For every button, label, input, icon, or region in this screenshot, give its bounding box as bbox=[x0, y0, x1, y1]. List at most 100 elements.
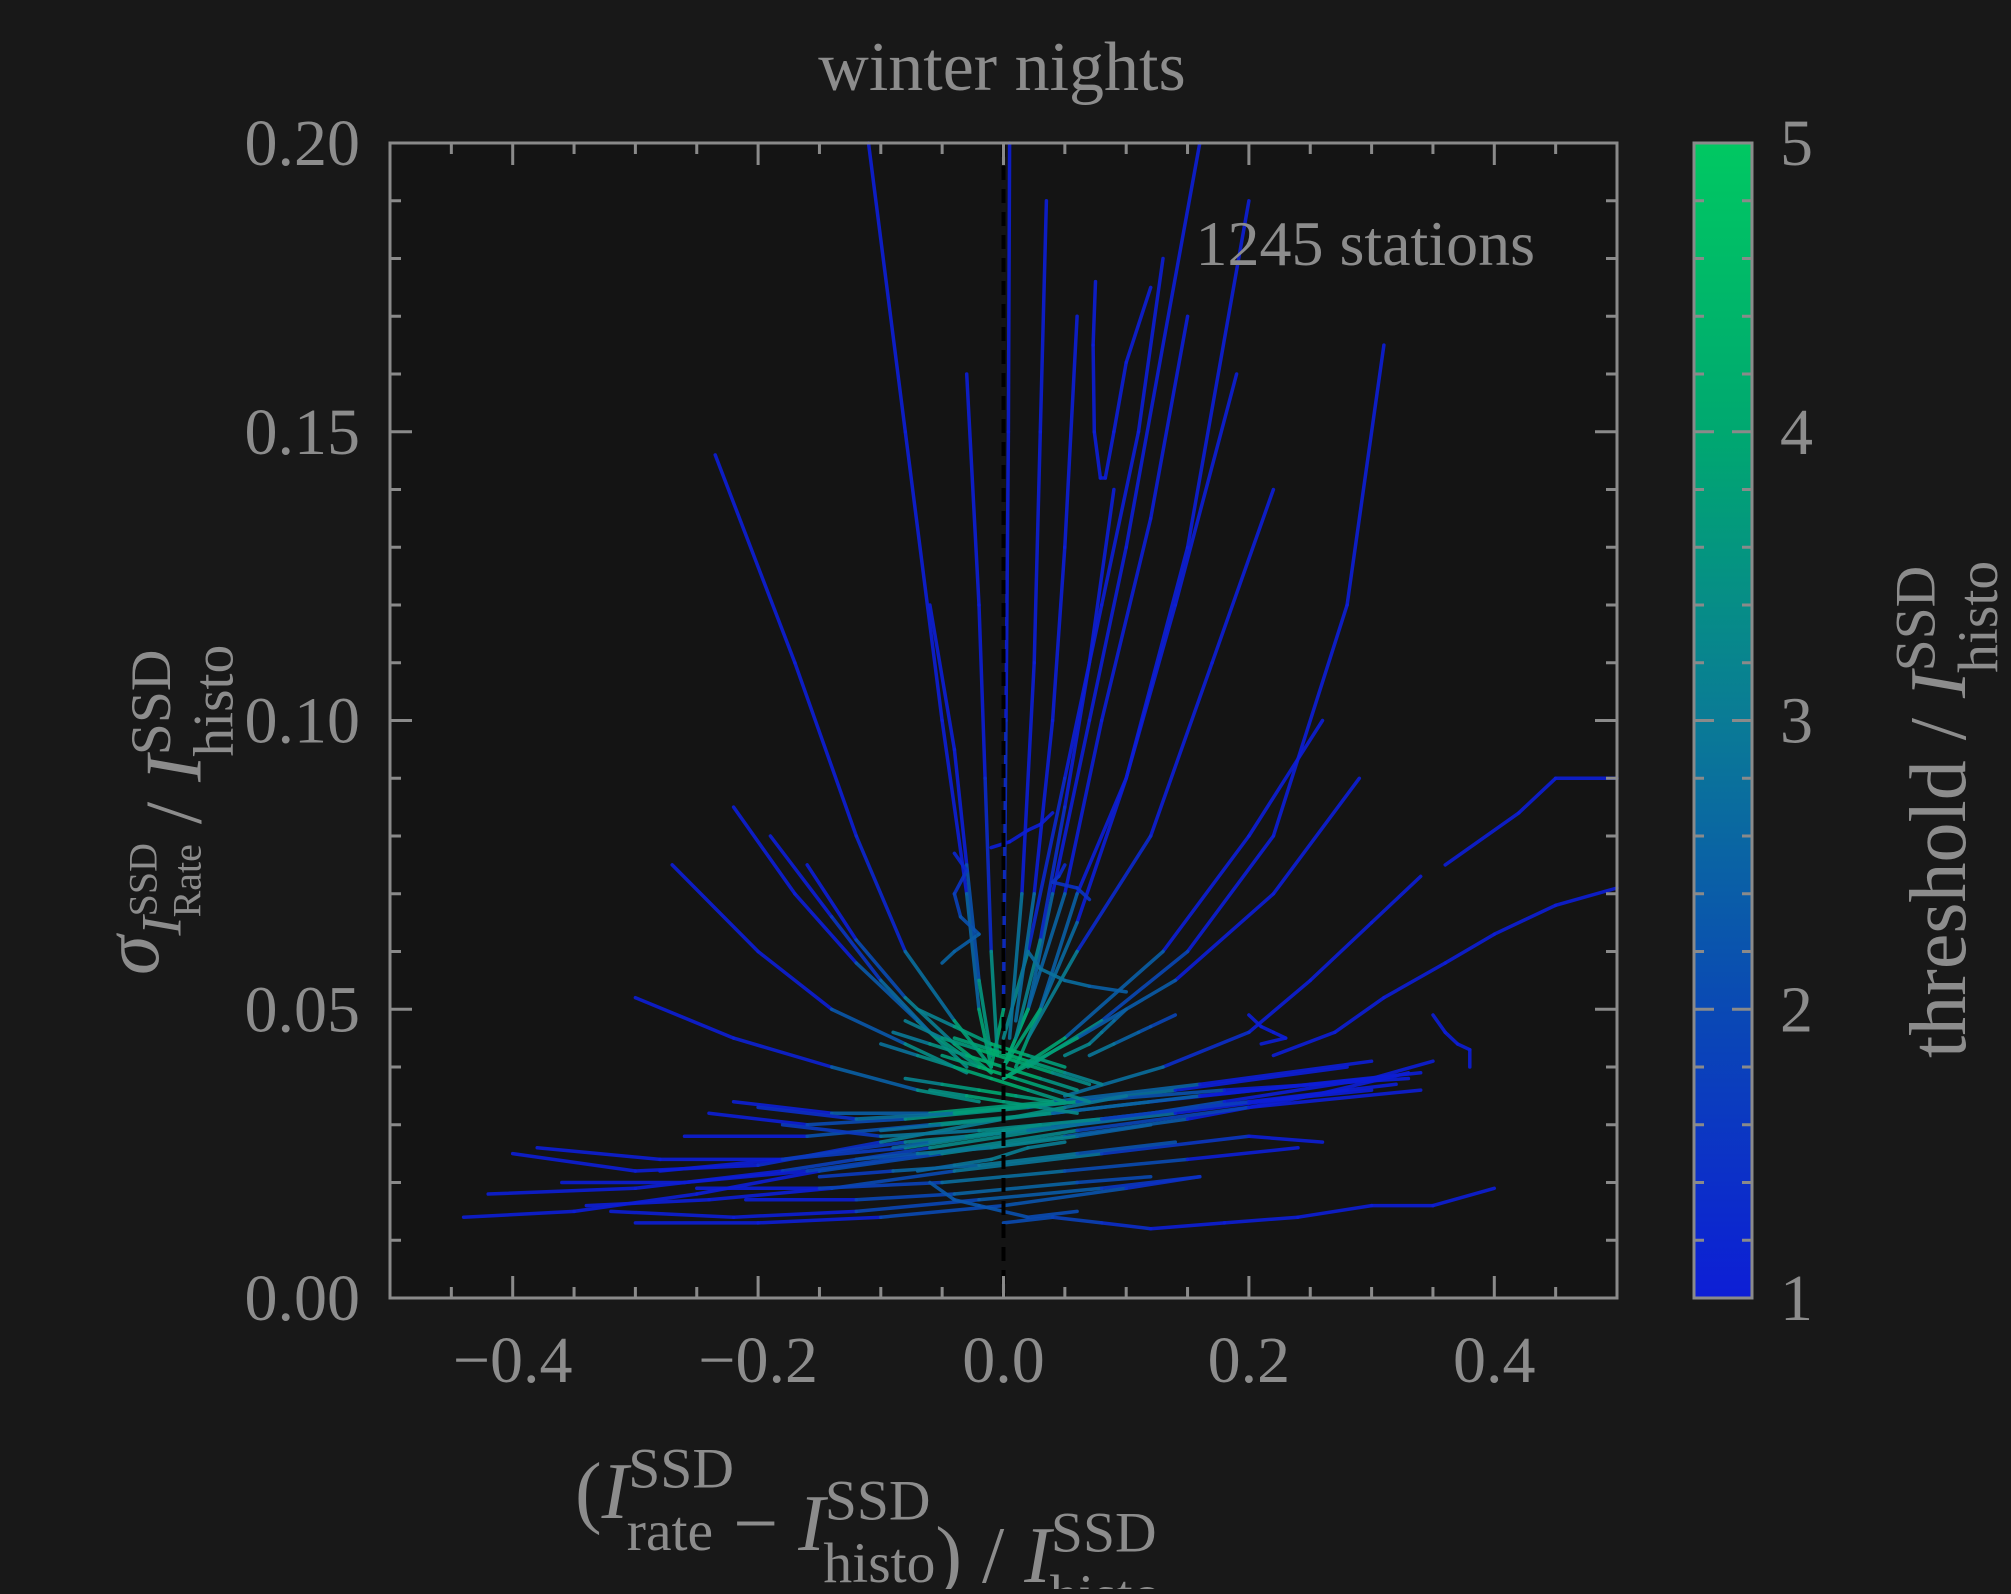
series-58-segment bbox=[1014, 1094, 1055, 1104]
series-36-segment bbox=[682, 1169, 809, 1185]
series-51-segment bbox=[1431, 1186, 1497, 1208]
series-18-segment bbox=[989, 949, 1000, 1058]
series-56-segment bbox=[915, 1007, 957, 1029]
series-55-segment bbox=[1014, 1059, 1055, 1075]
series-2-segment bbox=[1050, 718, 1092, 896]
x-tick-label: 0.0 bbox=[962, 1324, 1045, 1397]
series-30-segment bbox=[1333, 995, 1386, 1035]
series-30-segment bbox=[1382, 961, 1447, 1000]
series-47-segment bbox=[952, 1180, 1079, 1196]
series-58-segment bbox=[903, 1076, 944, 1087]
series-63-segment bbox=[1087, 1042, 1116, 1058]
colorbar-tick-label: 3 bbox=[1780, 685, 1813, 758]
series-54-segment bbox=[1038, 1076, 1079, 1092]
series-18-segment bbox=[977, 603, 987, 781]
series-54-segment bbox=[964, 1053, 1006, 1069]
stations-annotation: 1245 stations bbox=[1195, 208, 1535, 279]
series-49-segment bbox=[989, 1134, 1079, 1150]
y-tick-label: 0.10 bbox=[245, 685, 361, 758]
series-0-segment bbox=[964, 892, 981, 1012]
series-56-segment bbox=[1026, 1053, 1067, 1069]
series-61-segment bbox=[1026, 949, 1043, 971]
series-52-segment bbox=[1026, 1209, 1079, 1219]
series-0-segment bbox=[866, 141, 908, 434]
series-23-segment bbox=[1038, 811, 1055, 827]
series-60-segment bbox=[952, 1036, 993, 1052]
series-25-segment bbox=[958, 915, 981, 936]
series-29-segment bbox=[1517, 776, 1558, 815]
series-24-segment bbox=[1075, 886, 1092, 902]
series-5-segment bbox=[1148, 661, 1214, 838]
series-30-segment bbox=[1492, 903, 1558, 936]
series-8-segment bbox=[1136, 256, 1165, 434]
x-tick-label: 0.2 bbox=[1208, 1324, 1291, 1397]
series-62-segment bbox=[1063, 1042, 1092, 1058]
series-48-segment bbox=[977, 1151, 1079, 1167]
series-14-segment bbox=[670, 863, 760, 954]
series-18-segment bbox=[983, 776, 993, 954]
series-36-segment bbox=[1075, 1105, 1251, 1133]
series-13-segment bbox=[879, 978, 932, 1035]
series-61-segment bbox=[1038, 967, 1067, 983]
series-49-segment bbox=[854, 1151, 920, 1162]
series-65-segment bbox=[989, 1146, 1030, 1162]
y-tick-label: 0.15 bbox=[245, 396, 361, 469]
series-9-segment bbox=[1148, 314, 1190, 521]
series-45-segment bbox=[780, 1123, 883, 1139]
series-65-segment bbox=[1026, 1140, 1067, 1150]
series-31-segment bbox=[1161, 1030, 1251, 1069]
x-tick-label: −0.4 bbox=[453, 1324, 573, 1397]
series-37-segment bbox=[584, 1198, 711, 1208]
series-56-segment bbox=[989, 1042, 1030, 1058]
series-21-segment bbox=[1087, 487, 1116, 665]
series-41-segment bbox=[1050, 1094, 1202, 1115]
series-53-segment bbox=[879, 1042, 920, 1058]
series-57-segment bbox=[1038, 1105, 1079, 1115]
series-31-segment bbox=[1063, 1065, 1165, 1098]
series-15-segment bbox=[915, 1088, 981, 1104]
series-8-segment bbox=[1099, 430, 1141, 607]
series-22-segment bbox=[1124, 285, 1153, 365]
series-layer bbox=[461, 141, 1619, 1231]
series-22-segment bbox=[1091, 343, 1097, 434]
series-64-segment bbox=[891, 1140, 932, 1150]
series-11-segment bbox=[854, 834, 908, 954]
series-25-segment bbox=[952, 851, 969, 873]
series-36-segment bbox=[805, 1151, 932, 1173]
series-25-segment bbox=[952, 868, 969, 896]
series-57-segment bbox=[1001, 1099, 1043, 1110]
series-4-segment bbox=[1345, 343, 1386, 607]
series-65-segment bbox=[952, 1157, 993, 1167]
series-9-segment bbox=[1099, 516, 1153, 723]
colorbar-label: threshold / ISSDhisto bbox=[1885, 561, 2010, 1058]
colorbar: 1 2 3 4 5 bbox=[1692, 107, 1813, 1335]
series-25-segment bbox=[952, 932, 981, 954]
series-11-segment bbox=[713, 453, 797, 665]
series-52-segment bbox=[977, 1203, 1006, 1214]
series-40-segment bbox=[780, 1140, 908, 1162]
colorbar-tick-label: 5 bbox=[1780, 107, 1813, 180]
series-43-segment bbox=[1198, 1059, 1374, 1087]
series-45-segment bbox=[1247, 1082, 1398, 1104]
series-39-segment bbox=[1124, 1174, 1202, 1191]
series-10-segment bbox=[1038, 920, 1079, 1012]
colorbar-tick-label: 1 bbox=[1780, 1262, 1813, 1335]
series-24-segment bbox=[1056, 863, 1067, 879]
series-45-segment bbox=[879, 1128, 981, 1139]
series-31-segment bbox=[1369, 874, 1423, 925]
series-64-segment bbox=[928, 1134, 969, 1144]
series-32-segment bbox=[461, 1209, 576, 1219]
series-20-segment bbox=[1014, 892, 1036, 1023]
series-60-segment bbox=[989, 1047, 1030, 1063]
series-42-segment bbox=[805, 1117, 908, 1127]
series-64-segment bbox=[964, 1128, 1006, 1139]
series-63-segment bbox=[1136, 1024, 1153, 1035]
series-15-segment bbox=[731, 1036, 834, 1069]
colorbar-ticks: 1 2 3 4 5 bbox=[1694, 107, 1813, 1335]
series-55-segment bbox=[977, 1047, 1018, 1063]
series-14-segment bbox=[756, 949, 834, 1012]
series-37-segment bbox=[1099, 1134, 1251, 1156]
series-3-segment bbox=[1185, 199, 1251, 550]
